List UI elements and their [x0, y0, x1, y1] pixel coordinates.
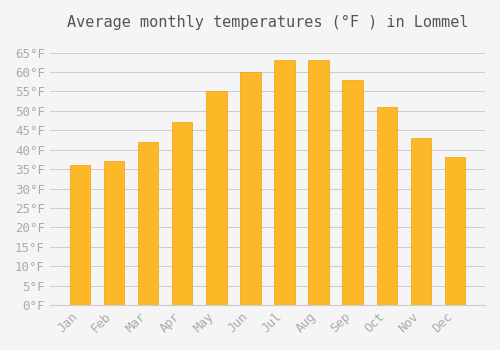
Bar	[274, 60, 294, 305]
Bar	[445, 158, 465, 305]
Bar	[104, 161, 124, 305]
Bar	[70, 165, 90, 305]
Bar	[240, 72, 260, 305]
Bar	[206, 91, 227, 305]
Bar	[410, 138, 431, 305]
Title: Average monthly temperatures (°F ) in Lommel: Average monthly temperatures (°F ) in Lo…	[66, 15, 468, 30]
Bar	[172, 122, 193, 305]
Bar	[342, 80, 363, 305]
Bar	[308, 60, 329, 305]
Bar	[138, 142, 158, 305]
Bar	[376, 107, 397, 305]
